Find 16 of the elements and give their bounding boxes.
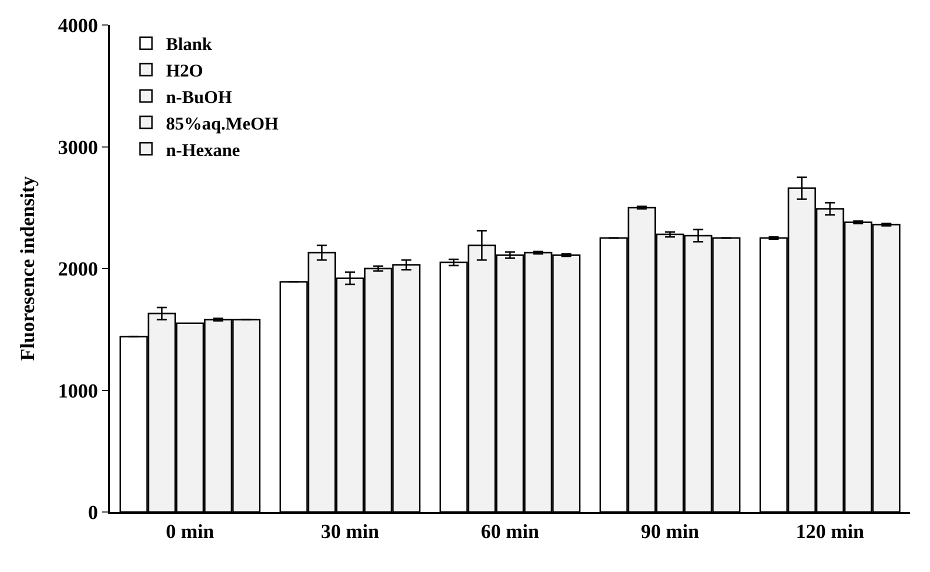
legend-label: n-Hexane bbox=[166, 140, 240, 160]
y-axis-title: Fluoresence indensity bbox=[17, 176, 39, 361]
legend-label: n-BuOH bbox=[166, 87, 232, 108]
x-tick-label: 0 min bbox=[166, 521, 214, 543]
legend-label: Blank bbox=[166, 34, 212, 54]
y-tick-label: 2000 bbox=[58, 258, 98, 280]
legend-label: H2O bbox=[166, 60, 204, 81]
x-tick-label: 90 min bbox=[640, 521, 700, 543]
x-tick-label: 120 min bbox=[796, 521, 864, 543]
y-tick-label: 3000 bbox=[58, 136, 98, 159]
x-tick-label: 30 min bbox=[320, 521, 380, 543]
x-tick-label: 60 min bbox=[480, 521, 540, 543]
y-tick-label: 1000 bbox=[58, 380, 98, 402]
y-tick-label: 0 bbox=[88, 502, 98, 524]
y-tick-label: 4000 bbox=[58, 15, 98, 37]
legend-label: 85%aq.MeOH bbox=[166, 113, 278, 134]
